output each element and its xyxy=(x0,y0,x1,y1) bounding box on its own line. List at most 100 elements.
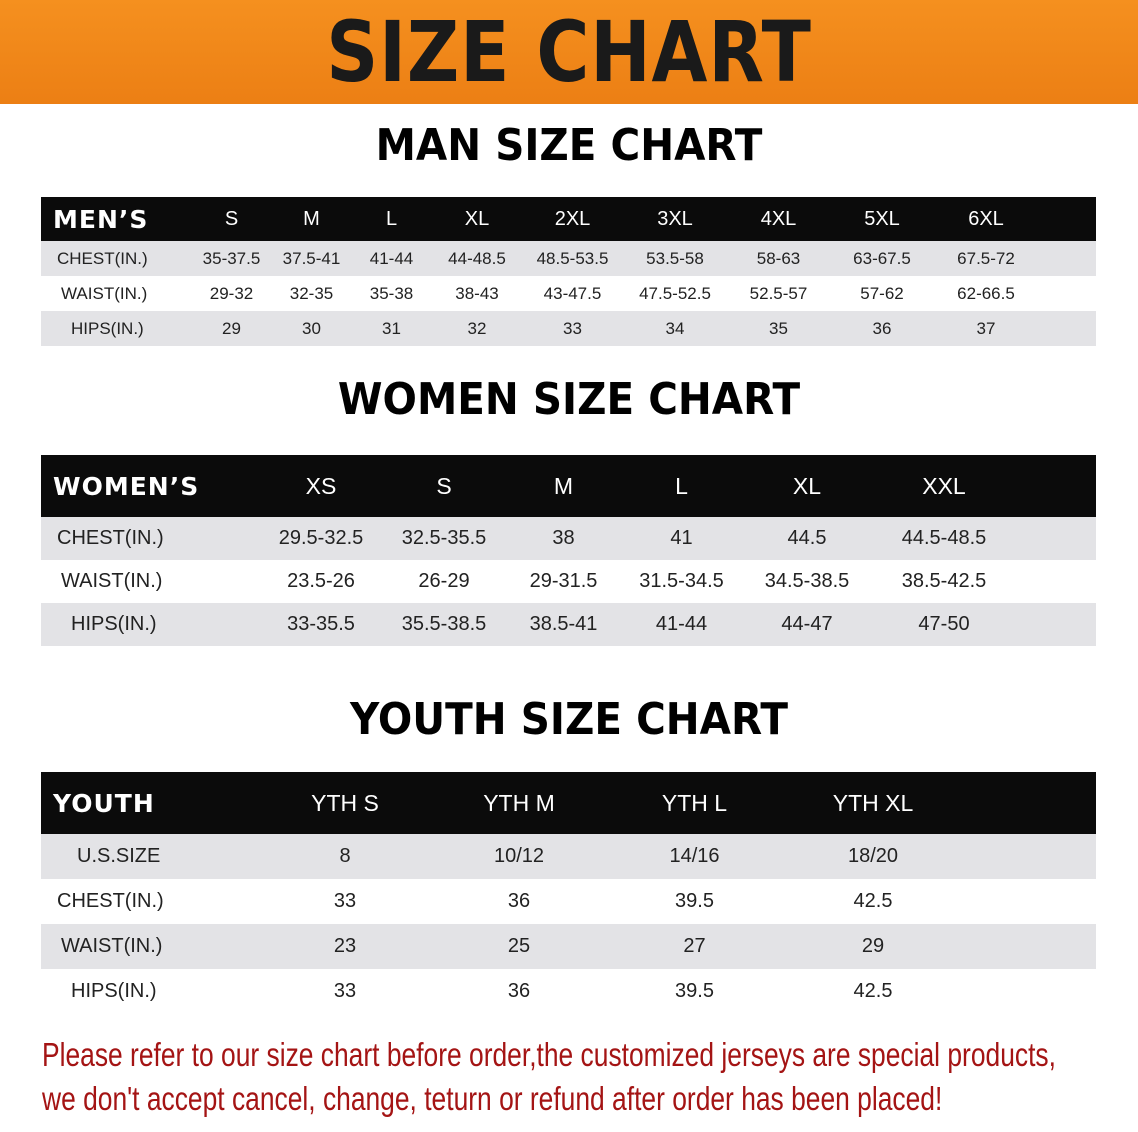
measurement-cell: 53.5-58 xyxy=(623,241,727,276)
measurement-cell: 34 xyxy=(623,311,727,346)
measurement-cell: 47-50 xyxy=(873,603,1015,646)
row-label: CHEST(IN.) xyxy=(57,890,164,912)
notice-line-2: we don't accept cancel, change, teturn o… xyxy=(42,1080,943,1117)
size-column-header: XL xyxy=(741,455,873,517)
table-row: HIPS(IN.) 33-35.5 35.5-38.5 38.5-41 41-44 44-… xyxy=(41,603,1096,646)
measurement-cell: 44.5-48.5 xyxy=(873,517,1015,560)
measurement-cell: 29 xyxy=(191,311,272,346)
size-column-header: S xyxy=(383,455,505,517)
table-row: CHEST(IN.) 35-37.5 37.5-41 41-44 44-48.5 48.5… xyxy=(41,241,1096,276)
measurement-cell: 32.5-35.5 xyxy=(383,517,505,560)
size-column-header: M xyxy=(272,197,351,241)
row-filler xyxy=(963,834,1096,879)
row-filler xyxy=(1015,560,1096,603)
row-label: WAIST(IN.) xyxy=(41,924,258,969)
measurement-cell: 41-44 xyxy=(351,241,432,276)
men-section-title: MAN SIZE CHART xyxy=(375,120,763,171)
measurement-cell: 27 xyxy=(606,924,783,969)
measurement-cell: 29 xyxy=(783,924,963,969)
table-row: WAIST(IN.) 23 25 27 29 xyxy=(41,924,1096,969)
measurement-cell: 31.5-34.5 xyxy=(639,570,724,592)
table-header-label: MEN’S xyxy=(41,197,191,241)
header-filler xyxy=(1038,197,1096,241)
measurement-cell: 8 xyxy=(258,834,432,879)
measurement-cell: 62-66.5 xyxy=(957,283,1015,303)
measurement-cell: 44-47 xyxy=(741,603,873,646)
table-row: HIPS(IN.) 29 30 31 32 33 34 35 36 37 xyxy=(41,311,1096,346)
measurement-cell: 47.5-52.5 xyxy=(639,283,711,303)
row-label: HIPS(IN.) xyxy=(41,311,191,346)
size-column-header: XXL xyxy=(873,455,1015,517)
measurement-cell: 41 xyxy=(622,517,741,560)
measurement-cell: 26-29 xyxy=(418,570,470,592)
size-column-header: 6XL xyxy=(934,197,1038,241)
measurement-cell: 29.5-32.5 xyxy=(259,517,383,560)
measurement-cell: 18/20 xyxy=(783,834,963,879)
size-column-header: XS xyxy=(259,455,383,517)
women-size-table: WOMEN’S XS S M L XL XXL CHEST(IN.) 29.5-32.5 32.5… xyxy=(41,455,1096,646)
measurement-cell: 23 xyxy=(258,924,432,969)
size-column-header: YTH S xyxy=(258,772,432,834)
row-filler xyxy=(1038,241,1096,276)
row-filler xyxy=(963,924,1096,969)
men-size-table: MEN’S S M L XL 2XL 3XL 4XL 5XL 6XL CHEST(IN.) 35-37… xyxy=(41,197,1096,346)
banner: SIZE CHART xyxy=(0,0,1138,104)
measurement-cell: 35-38 xyxy=(369,283,414,303)
youth-section-title: YOUTH SIZE CHART xyxy=(350,694,788,745)
size-column-header: L xyxy=(351,197,432,241)
size-column-header: S xyxy=(191,197,272,241)
row-label: CHEST(IN.) xyxy=(41,517,259,560)
youth-size-table: YOUTH YTH S YTH M YTH L YTH XL U.S.SIZE 8 10/12… xyxy=(41,772,1096,1014)
header-filler xyxy=(1015,455,1096,517)
header-row: MEN’S S M L XL 2XL 3XL 4XL 5XL 6XL xyxy=(41,197,1096,241)
row-label: U.S.SIZE xyxy=(41,834,258,879)
banner-title: SIZE CHART xyxy=(326,3,812,101)
table-row: CHEST(IN.) 29.5-32.5 32.5-35.5 38 41 44.5 44.5… xyxy=(41,517,1096,560)
measurement-cell: 33 xyxy=(333,980,357,1002)
measurement-cell: 25 xyxy=(432,924,606,969)
size-column-header: YTH L xyxy=(606,772,783,834)
measurement-cell: 37.5-41 xyxy=(272,241,351,276)
row-label: HIPS(IN.) xyxy=(71,980,157,1002)
measurement-cell: 38.5-41 xyxy=(505,603,622,646)
measurement-cell: 36 xyxy=(507,980,531,1002)
size-column-header: 2XL xyxy=(522,197,623,241)
table-header-label: YOUTH xyxy=(41,772,258,834)
measurement-cell: 30 xyxy=(272,311,351,346)
row-label: HIPS(IN.) xyxy=(41,603,259,646)
size-column-header: 3XL xyxy=(623,197,727,241)
measurement-cell: 10/12 xyxy=(432,834,606,879)
measurement-cell: 41-44 xyxy=(622,603,741,646)
measurement-cell: 36 xyxy=(507,890,531,912)
table-header-label: WOMEN’S xyxy=(41,455,259,517)
size-column-header: M xyxy=(505,455,622,517)
size-column-header: 4XL xyxy=(727,197,830,241)
measurement-cell: 35.5-38.5 xyxy=(383,603,505,646)
measurement-cell: 14/16 xyxy=(606,834,783,879)
measurement-cell: 33-35.5 xyxy=(259,603,383,646)
measurement-cell: 31 xyxy=(351,311,432,346)
measurement-cell: 37 xyxy=(934,311,1038,346)
measurement-cell: 39.5 xyxy=(675,980,714,1002)
measurement-cell: 52.5-57 xyxy=(749,283,808,303)
row-filler xyxy=(1038,276,1096,311)
measurement-cell: 35 xyxy=(727,311,830,346)
row-filler xyxy=(1015,517,1096,560)
row-filler xyxy=(963,879,1096,924)
measurement-cell: 33 xyxy=(522,311,623,346)
measurement-cell: 29-32 xyxy=(209,283,254,303)
size-column-header: XL xyxy=(432,197,522,241)
header-filler xyxy=(963,772,1096,834)
measurement-cell: 43-47.5 xyxy=(543,283,602,303)
header-row: YOUTH YTH S YTH M YTH L YTH XL xyxy=(41,772,1096,834)
measurement-cell: 29-31.5 xyxy=(529,570,598,592)
table-row: WAIST(IN.) 23.5-26 26-29 29-31.5 31.5-34.5 34… xyxy=(41,560,1096,603)
notice-line-1: Please refer to our size chart before or… xyxy=(42,1036,1056,1073)
size-column-header: YTH M xyxy=(432,772,606,834)
measurement-cell: 67.5-72 xyxy=(934,241,1038,276)
measurement-cell: 36 xyxy=(830,311,934,346)
table-row: WAIST(IN.) 29-32 32-35 35-38 38-43 43-47.5 47.… xyxy=(41,276,1096,311)
measurement-cell: 33 xyxy=(333,890,357,912)
header-row: WOMEN’S XS S M L XL XXL xyxy=(41,455,1096,517)
size-column-header: L xyxy=(622,455,741,517)
